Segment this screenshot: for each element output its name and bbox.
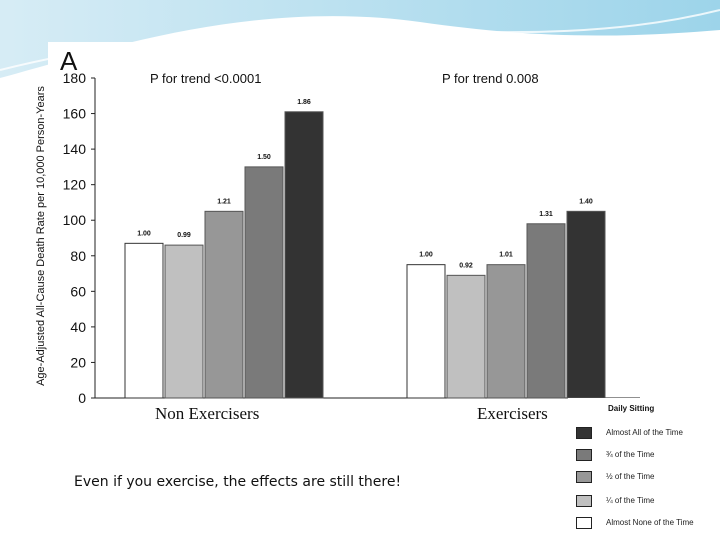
bar xyxy=(284,111,324,399)
bar-value-label: 1.50 xyxy=(257,154,271,161)
legend-label: ¾ of the Time xyxy=(606,450,655,459)
group-label-exercisers: Exercisers xyxy=(477,404,548,423)
bar xyxy=(124,242,164,399)
y-tick-label: 180 xyxy=(63,70,87,86)
bar xyxy=(486,264,526,399)
bars: 1.00 0.99 1.21 1.50 1.86 1.00 0.92 1.01 1.31 1.40 xyxy=(124,99,606,399)
trend-label-exercisers: P for trend 0.008 xyxy=(442,71,539,86)
y-tick-label: 160 xyxy=(63,106,87,122)
y-tick-label: 40 xyxy=(70,319,86,335)
legend-item: ½ of the Time xyxy=(576,471,720,487)
legend-swatch xyxy=(576,495,592,507)
legend-item: Almost All of the Time xyxy=(576,427,720,443)
y-axis: 0 20 40 60 80 100 120 140 160 180 xyxy=(63,70,640,406)
bar xyxy=(446,274,486,399)
group-label-nonexercisers: Non Exercisers xyxy=(155,404,260,423)
y-tick-label: 20 xyxy=(70,354,86,370)
legend-swatch xyxy=(576,517,592,529)
legend-swatch xyxy=(576,427,592,439)
bar-value-label: 1.00 xyxy=(419,252,433,259)
bar-value-label: 1.21 xyxy=(217,198,231,205)
legend-swatch xyxy=(576,449,592,461)
y-tick-label: 80 xyxy=(70,248,86,264)
legend-swatch xyxy=(576,471,592,483)
y-tick-label: 140 xyxy=(63,141,87,157)
y-tick-label: 120 xyxy=(63,177,87,193)
legend-label: Almost All of the Time xyxy=(606,428,683,437)
legend-item: ¼ of the Time xyxy=(576,495,720,511)
y-tick-label: 0 xyxy=(78,390,86,406)
bar-value-label: 1.01 xyxy=(499,252,513,259)
bar xyxy=(566,210,606,399)
legend-label: ¼ of the Time xyxy=(606,496,655,505)
y-tick-label: 60 xyxy=(70,283,86,299)
legend-item: Almost None of the Time xyxy=(576,517,720,533)
legend-title: Daily Sitting xyxy=(608,404,655,413)
legend-item: ¾ of the Time xyxy=(576,449,720,465)
slide-caption: Even if you exercise, the effects are st… xyxy=(74,474,402,490)
bar-value-label: 1.40 xyxy=(579,198,593,205)
y-axis-label: Age-Adjusted All-Cause Death Rate per 10… xyxy=(35,86,47,386)
bar-value-label: 0.99 xyxy=(177,232,191,239)
bar xyxy=(244,166,284,399)
trend-label-nonexercisers: P for trend <0.0001 xyxy=(150,71,261,86)
y-tick-label: 100 xyxy=(63,212,87,228)
bar-value-label: 1.00 xyxy=(137,230,151,237)
bar-value-label: 1.86 xyxy=(297,99,311,106)
panel-label: A xyxy=(60,46,78,76)
bar xyxy=(526,223,566,399)
legend-label: Almost None of the Time xyxy=(606,518,694,527)
bar xyxy=(406,264,446,399)
header-wave xyxy=(0,0,720,78)
bar-value-label: 0.92 xyxy=(459,262,473,269)
bar xyxy=(204,210,244,399)
bar xyxy=(164,244,204,399)
bar-value-label: 1.31 xyxy=(539,211,553,218)
legend-label: ½ of the Time xyxy=(606,472,655,481)
legend: Daily Sitting Almost All of the Time ¾ o… xyxy=(568,398,718,538)
